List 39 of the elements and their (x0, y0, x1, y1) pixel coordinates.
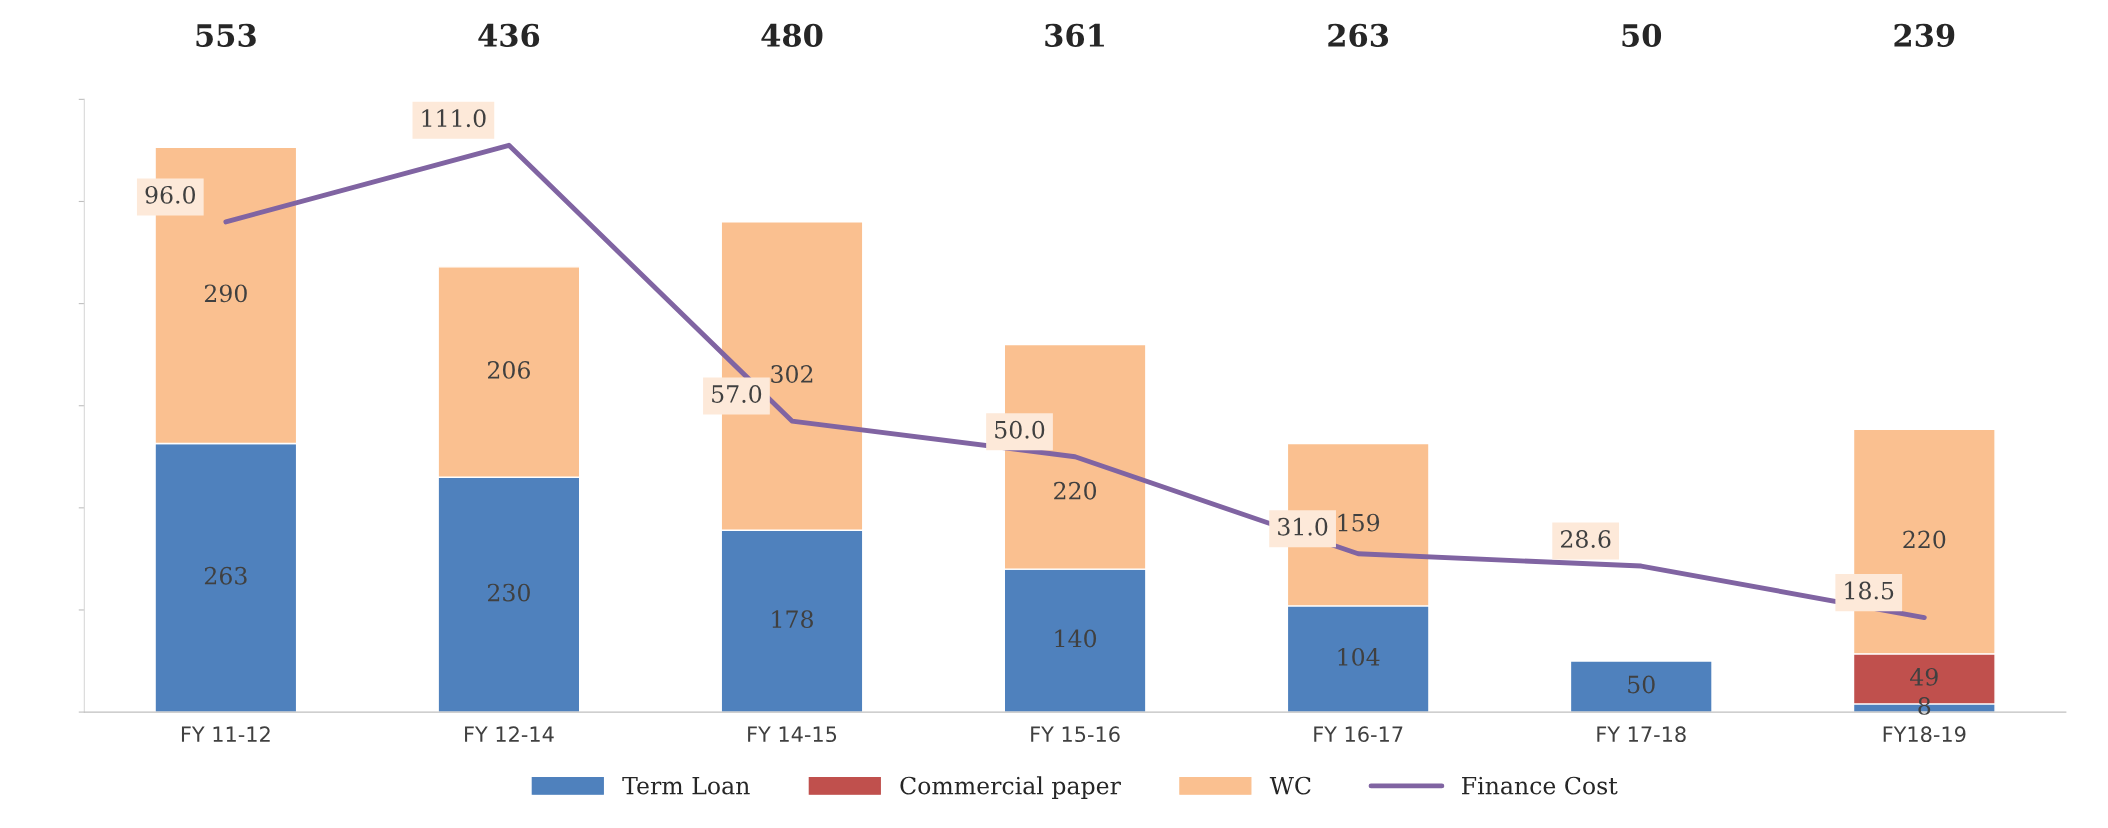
x-tick-label: FY 12-14 (465, 726, 554, 742)
data-label: 302 (771, 365, 813, 383)
bar (1569, 660, 1713, 713)
data-label: 96.0 (145, 185, 196, 204)
data-label: 31.0 (1278, 517, 1328, 536)
data-label: 230 (488, 583, 530, 602)
data-label: 57.0 (712, 385, 762, 403)
text: 436 (478, 23, 540, 47)
text: 239 (1894, 23, 1955, 47)
x-tick-label: FY 11-12 (181, 726, 270, 742)
data-label: 50.0 (995, 420, 1045, 439)
data-label: 159 (1338, 513, 1380, 532)
data-label: 140 (1055, 629, 1097, 648)
text: 50 (1622, 23, 1662, 47)
x-tick-label: FY 14-15 (748, 726, 837, 743)
data-label: 206 (488, 361, 530, 379)
data-label: 49 (1910, 667, 1938, 686)
legend-label: Finance Cost (1462, 776, 1618, 795)
x-tick-label: FY 17-18 (1597, 726, 1686, 743)
data-label: 50 (1628, 675, 1655, 694)
legend-label: Commercial paper (900, 776, 1121, 800)
legend-label: Term Loan (622, 776, 750, 795)
text: 361 (1045, 23, 1104, 47)
data-label: 18.5 (1845, 581, 1894, 600)
x-tick-label: FY 15-16 (1031, 726, 1120, 743)
x-tick-label: FY 16-17 (1314, 726, 1403, 743)
data-label: 220 (1054, 481, 1097, 500)
text: 553 (196, 23, 256, 47)
x-tick-label: FY18-19 (1883, 726, 1966, 743)
text: 263 (1328, 23, 1389, 47)
data-label: 263 (204, 566, 247, 585)
data-label: 104 (1338, 647, 1380, 666)
data-label: 28.6 (1560, 530, 1611, 548)
text: 480 (761, 23, 823, 47)
legend-label: WC (1269, 776, 1311, 795)
data-label: 290 (204, 284, 247, 303)
data-label: 178 (772, 610, 813, 629)
data-label: 220 (1903, 530, 1946, 549)
data-label: 111.0 (422, 109, 486, 128)
